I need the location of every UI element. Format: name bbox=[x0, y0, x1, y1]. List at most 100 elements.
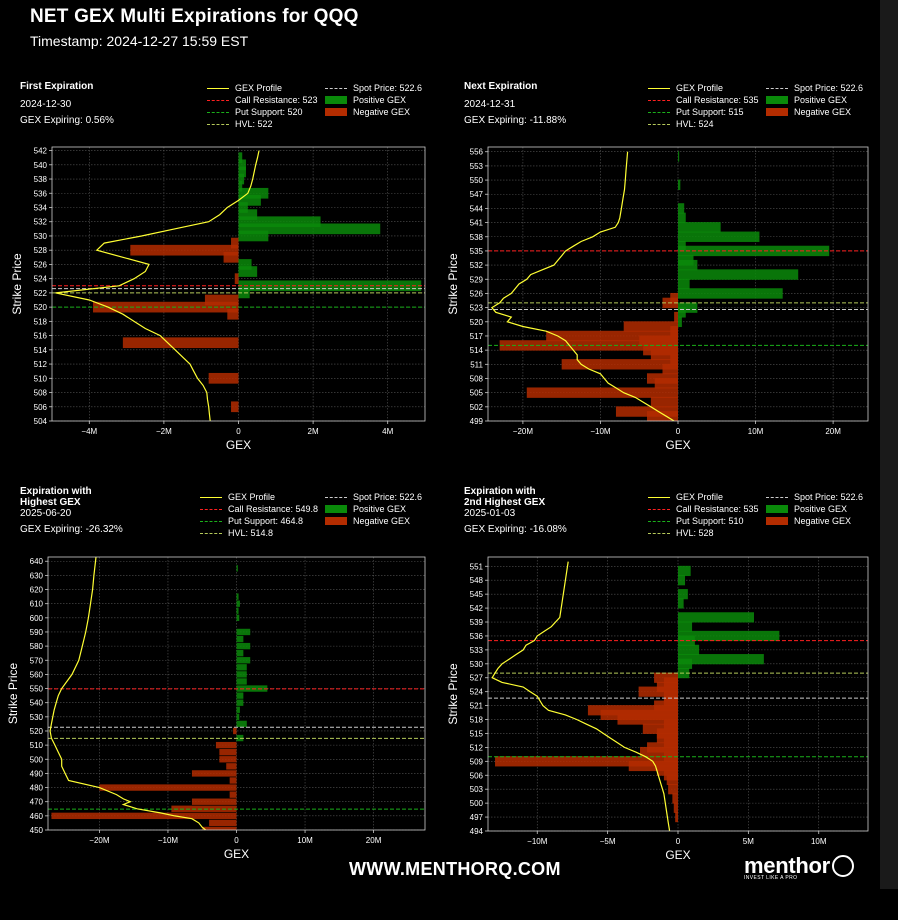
y-tick-label: 506 bbox=[470, 771, 484, 780]
gex-chart: −20M −10M 0 10M 20M 450 460 470 480 490 500 510 520 5… bbox=[6, 556, 426, 861]
negative-gex-bar bbox=[499, 340, 678, 351]
y-tick-label: 529 bbox=[470, 275, 484, 284]
negative-gex-bar bbox=[122, 337, 239, 349]
positive-gex-bar bbox=[238, 202, 248, 213]
gex-chart: −4M −2M 0 2M 4M 504 506 508 510 512 514 516 518 520 52… bbox=[10, 147, 426, 452]
gex-profile-line bbox=[49, 557, 207, 830]
window-edge-strip bbox=[880, 0, 898, 889]
negative-gex-bar bbox=[662, 363, 678, 375]
y-tick-label: 528 bbox=[34, 246, 48, 255]
panel-title: Expiration with Highest GEX bbox=[20, 486, 92, 508]
positive-gex-bar bbox=[678, 654, 764, 665]
legend-positive-gex: Positive GEX bbox=[325, 95, 406, 105]
x-tick-label: −10M bbox=[527, 837, 548, 846]
legend-label: Call Resistance: 523 bbox=[235, 95, 318, 105]
negative-gex-bar bbox=[93, 301, 239, 313]
y-tick-label: 532 bbox=[470, 261, 484, 270]
legend-hvl: HVL: 522 bbox=[207, 119, 273, 129]
positive-gex-bar bbox=[678, 288, 783, 299]
y-tick-label: 510 bbox=[34, 374, 48, 383]
positive-gex-bar bbox=[678, 316, 682, 327]
positive-gex-bar bbox=[238, 230, 269, 242]
y-tick-label: 523 bbox=[470, 304, 484, 313]
y-tick-label: 510 bbox=[30, 741, 44, 750]
legend-positive-gex: Positive GEX bbox=[325, 504, 406, 514]
y-tick-label: 553 bbox=[470, 162, 484, 171]
legend-label: HVL: 522 bbox=[235, 119, 273, 129]
legend-swatch bbox=[207, 99, 229, 101]
legend-label: Put Support: 515 bbox=[676, 107, 744, 117]
legend-put-support: Put Support: 464.8 bbox=[200, 516, 303, 526]
negative-gex-bar bbox=[672, 793, 678, 804]
positive-gex-bar bbox=[236, 657, 251, 664]
y-tick-label: 530 bbox=[470, 660, 484, 669]
negative-gex-bar bbox=[226, 763, 237, 770]
y-tick-label: 526 bbox=[34, 260, 48, 269]
legend-hvl: HVL: 528 bbox=[648, 528, 714, 538]
y-tick-label: 511 bbox=[470, 360, 483, 369]
negative-gex-bar bbox=[204, 294, 239, 306]
y-tick-label: 556 bbox=[470, 148, 484, 157]
negative-gex-bar bbox=[623, 321, 678, 332]
y-tick-label: 551 bbox=[470, 562, 484, 571]
x-tick-label: −20M bbox=[513, 427, 534, 436]
positive-gex-bar bbox=[678, 612, 754, 623]
plot-area bbox=[48, 557, 425, 830]
legend-label: Call Resistance: 535 bbox=[676, 504, 759, 514]
legend-swatch bbox=[207, 123, 229, 125]
legend-swatch bbox=[648, 111, 670, 113]
x-tick-label: 20M bbox=[366, 836, 382, 845]
figure-timestamp: Timestamp: 2024-12-27 15:59 EST bbox=[30, 33, 249, 49]
legend-gex-profile: GEX Profile bbox=[648, 492, 723, 502]
negative-gex-bar bbox=[99, 784, 237, 791]
y-tick-label: 508 bbox=[34, 389, 48, 398]
legend-label: Negative GEX bbox=[794, 107, 852, 117]
gex-expiring: GEX Expiring: -11.88% bbox=[464, 115, 567, 126]
legend-swatch bbox=[648, 532, 670, 534]
y-tick-label: 524 bbox=[34, 275, 48, 284]
x-tick-label: −4M bbox=[81, 427, 97, 436]
legend-label: HVL: 528 bbox=[676, 528, 714, 538]
y-tick-label: 515 bbox=[470, 729, 484, 738]
legend-swatch bbox=[200, 508, 222, 510]
gex-profile-line bbox=[55, 150, 260, 421]
y-tick-label: 530 bbox=[34, 232, 48, 241]
y-tick-label: 512 bbox=[470, 743, 484, 752]
negative-gex-bar bbox=[561, 359, 678, 370]
y-tick-label: 542 bbox=[34, 147, 48, 156]
x-tick-label: 0 bbox=[234, 836, 239, 845]
legend-label: Positive GEX bbox=[794, 95, 848, 105]
y-tick-label: 521 bbox=[470, 702, 484, 711]
legend-label: Positive GEX bbox=[353, 504, 407, 514]
legend-swatch bbox=[648, 99, 670, 101]
x-axis-label: GEX bbox=[665, 848, 690, 862]
negative-gex-bar bbox=[526, 387, 678, 398]
legend-hvl: HVL: 524 bbox=[648, 119, 714, 129]
positive-gex-bar bbox=[236, 678, 247, 685]
y-tick-label: 536 bbox=[34, 189, 48, 198]
legend-swatch bbox=[200, 532, 222, 534]
y-tick-label: 530 bbox=[30, 713, 44, 722]
legend-call-resistance: Call Resistance: 535 bbox=[648, 95, 759, 105]
negative-gex-bar bbox=[223, 251, 239, 263]
negative-gex-bar bbox=[650, 349, 678, 361]
negative-gex-bar bbox=[654, 378, 678, 389]
panel-title: Next Expiration bbox=[464, 81, 538, 92]
legend-label: GEX Profile bbox=[676, 83, 724, 93]
y-tick-label: 512 bbox=[34, 360, 48, 369]
positive-gex-bar bbox=[238, 259, 252, 270]
positive-gex-bar bbox=[678, 565, 691, 577]
negative-gex-bar bbox=[130, 244, 239, 256]
legend-call-resistance: Call Resistance: 549.8 bbox=[200, 504, 318, 514]
legend-label: Put Support: 464.8 bbox=[228, 516, 304, 526]
footer-url[interactable]: WWW.MENTHORQ.COM bbox=[349, 859, 561, 879]
gex-expiring: GEX Expiring: 0.56% bbox=[20, 115, 114, 126]
positive-gex-bar bbox=[678, 151, 680, 162]
legend-negative-gex: Negative GEX bbox=[766, 107, 851, 117]
legend-label: Negative GEX bbox=[353, 107, 411, 117]
negative-gex-bar bbox=[668, 784, 678, 795]
positive-gex-bar bbox=[678, 179, 681, 190]
legend-gex-profile: GEX Profile bbox=[648, 83, 723, 93]
x-tick-label: 10M bbox=[297, 836, 313, 845]
negative-gex-bar bbox=[640, 746, 678, 758]
